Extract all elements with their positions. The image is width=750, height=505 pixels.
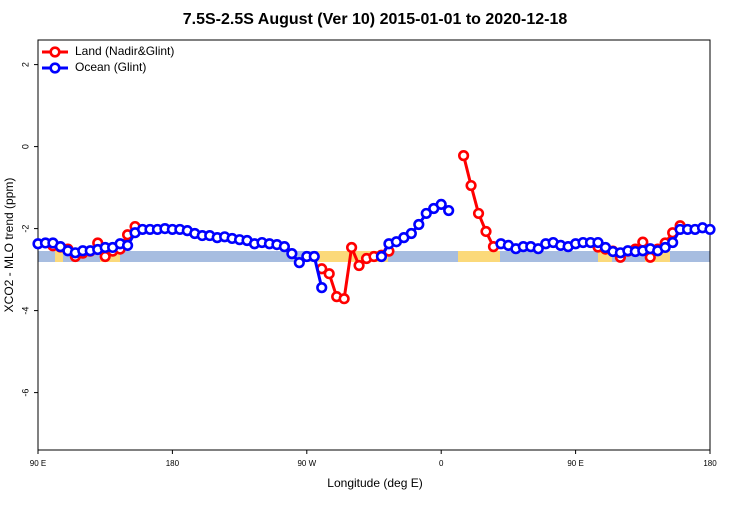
y-tick-label: 0 — [20, 144, 30, 149]
y-axis-label: XCO2 - MLO trend (ppm) — [2, 178, 16, 313]
data-point — [458, 150, 470, 162]
data-point — [704, 223, 716, 236]
x-tick-label: 180 — [703, 459, 717, 468]
data-point — [480, 225, 492, 238]
x-axis-label: Longitude (deg E) — [327, 476, 422, 490]
y-tick-label: 2 — [20, 62, 30, 67]
x-tick-label: 180 — [166, 459, 180, 468]
data-point — [346, 241, 358, 254]
data-point — [278, 241, 291, 253]
data-point — [286, 248, 298, 260]
x-tick-label: 90 E — [567, 459, 583, 468]
data-point — [375, 250, 388, 263]
legend-label: Land (Nadir&Glint) — [75, 44, 174, 58]
legend-marker — [49, 46, 61, 58]
legend-marker — [49, 62, 61, 74]
x-tick-label: 90 W — [297, 459, 316, 468]
data-point — [316, 282, 328, 294]
data-point — [323, 268, 335, 280]
legend-label: Ocean (Glint) — [75, 60, 146, 74]
data-point — [420, 207, 432, 220]
y-tick-label: -6 — [20, 389, 30, 397]
data-point — [443, 204, 455, 217]
data-point — [659, 241, 671, 254]
chart-title: 7.5S-2.5S August (Ver 10) 2015-01-01 to … — [183, 11, 568, 28]
data-point — [121, 239, 134, 252]
data-point — [667, 236, 679, 249]
data-point — [353, 259, 365, 272]
data-point — [413, 218, 425, 231]
data-point — [435, 198, 447, 211]
x-tick-label: 0 — [439, 459, 444, 468]
data-point — [465, 179, 477, 192]
x-tick-label: 90 E — [30, 459, 46, 468]
data-point — [472, 207, 485, 220]
data-point — [405, 227, 417, 240]
data-point — [308, 250, 320, 263]
data-point — [592, 236, 604, 249]
y-tick-label: -2 — [20, 225, 30, 233]
data-point — [338, 293, 350, 305]
data-point — [532, 243, 544, 255]
data-point — [293, 257, 305, 269]
y-tick-label: -4 — [20, 307, 30, 315]
